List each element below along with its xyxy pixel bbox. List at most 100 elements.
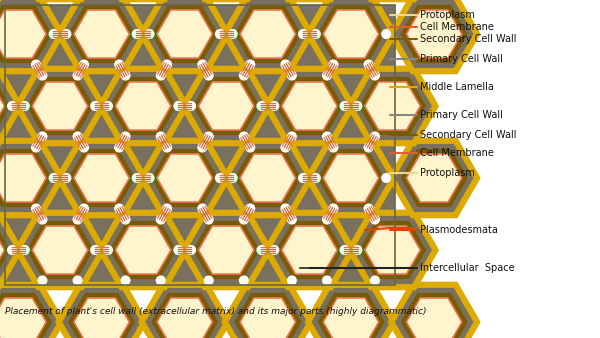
Polygon shape [304,0,398,74]
Polygon shape [151,149,218,207]
Polygon shape [73,297,130,338]
Circle shape [246,204,254,213]
Polygon shape [311,288,391,338]
Polygon shape [407,299,461,338]
Circle shape [299,30,307,38]
Circle shape [239,71,248,80]
Polygon shape [0,66,23,146]
Polygon shape [263,0,356,2]
Polygon shape [0,144,58,212]
Polygon shape [241,299,295,338]
Circle shape [133,30,141,38]
Circle shape [91,102,100,110]
Circle shape [145,30,154,38]
Polygon shape [193,77,260,135]
Polygon shape [324,155,378,201]
Polygon shape [395,0,473,68]
Circle shape [382,30,391,38]
Polygon shape [234,5,301,63]
Circle shape [205,71,213,80]
Polygon shape [239,153,296,203]
Text: Plasmodesmata: Plasmodesmata [420,225,498,235]
Circle shape [121,71,130,80]
Circle shape [187,246,196,254]
Bar [5,5,395,285]
Circle shape [371,71,379,80]
Polygon shape [197,81,255,131]
Circle shape [371,276,379,285]
Polygon shape [0,153,47,203]
Polygon shape [0,81,5,131]
Polygon shape [281,81,338,131]
Polygon shape [156,153,214,203]
Circle shape [73,215,82,224]
Circle shape [198,204,206,213]
Polygon shape [13,66,107,146]
Circle shape [20,246,29,254]
Polygon shape [138,0,231,74]
Polygon shape [239,9,296,59]
Circle shape [32,60,40,69]
Polygon shape [62,0,141,68]
Circle shape [174,102,182,110]
Circle shape [364,204,373,213]
Circle shape [270,102,278,110]
Polygon shape [234,293,301,338]
Circle shape [80,143,88,152]
Circle shape [281,60,290,69]
Circle shape [239,215,248,224]
Circle shape [38,215,47,224]
Polygon shape [55,0,148,74]
Circle shape [329,143,338,152]
Circle shape [73,132,82,141]
Bar [5,5,395,285]
Circle shape [239,132,248,141]
Circle shape [38,132,47,141]
Polygon shape [97,66,190,146]
Circle shape [157,276,165,285]
Polygon shape [55,138,148,218]
Circle shape [287,215,296,224]
Polygon shape [116,83,170,129]
Polygon shape [324,11,378,57]
Circle shape [323,132,331,141]
Circle shape [121,215,130,224]
Polygon shape [0,0,23,2]
Circle shape [38,71,47,80]
Polygon shape [263,66,356,146]
Polygon shape [68,293,135,338]
Circle shape [229,174,237,182]
Circle shape [32,204,40,213]
Polygon shape [353,72,432,140]
Polygon shape [110,221,177,279]
Polygon shape [20,72,100,140]
Polygon shape [317,149,385,207]
Circle shape [329,204,338,213]
Polygon shape [115,225,172,275]
Polygon shape [151,5,218,63]
Polygon shape [406,9,463,59]
Polygon shape [62,144,141,212]
Polygon shape [0,155,46,201]
Polygon shape [0,77,10,135]
Polygon shape [13,210,107,290]
Polygon shape [359,77,426,135]
Polygon shape [104,72,182,140]
Polygon shape [138,138,231,218]
Circle shape [104,102,112,110]
Polygon shape [180,0,273,2]
Polygon shape [229,144,307,212]
Polygon shape [364,81,421,131]
Text: Primary Cell Wall: Primary Cell Wall [420,110,503,120]
Polygon shape [346,210,439,290]
Polygon shape [73,153,130,203]
Circle shape [121,132,130,141]
Polygon shape [322,9,380,59]
Circle shape [115,143,124,152]
Circle shape [133,174,141,182]
Polygon shape [353,216,432,284]
Circle shape [364,143,373,152]
Circle shape [91,246,100,254]
Polygon shape [406,297,463,338]
Circle shape [246,143,254,152]
